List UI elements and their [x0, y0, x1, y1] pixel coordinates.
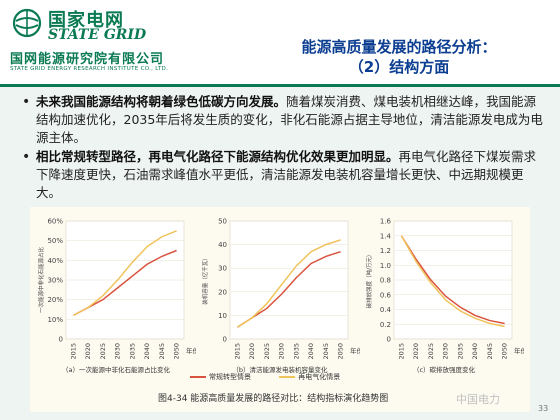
chart-carbon-intensity: 0 0.2 0.4 0.6 0.8 1.0 1.2 1.4 1.6 2015 2020 2025 203… — [365, 218, 524, 375]
y-tick-label: 30 — [218, 265, 227, 273]
y-tick-label: 20 — [218, 288, 227, 296]
x-tick-label: 2035 — [128, 343, 136, 360]
x-axis-label: 年份 — [514, 346, 524, 355]
y-axis-label: 装机容量（亿千瓦） — [201, 255, 209, 305]
y-tick-label: 50 — [218, 218, 227, 226]
y-tick-label: 0 — [387, 336, 391, 344]
series-line — [236, 239, 341, 328]
y-tick-label: 0.4 — [380, 306, 392, 314]
x-tick-label: 2045 — [158, 343, 166, 360]
y-tick-label: 10 — [218, 312, 227, 320]
y-axis-label: 一次能源中非化石能源占比 — [37, 247, 45, 314]
x-tick-label: 2045 — [486, 343, 494, 360]
institute-name-cn: 国网能源研究院有限公司 — [10, 52, 165, 67]
y-tick-label: 40 — [218, 241, 227, 249]
x-tick-label: 2040 — [143, 343, 151, 360]
x-tick-label: 2040 — [307, 343, 315, 360]
x-tick-label: 2040 — [471, 343, 479, 360]
y-tick-label: 1.2 — [380, 247, 391, 255]
slide-title-line1: 能源高质量发展的路径分析： — [301, 38, 497, 56]
y-tick-label: 0 — [59, 336, 63, 344]
chart-subtitle: （c）碳排放强度变化 — [413, 365, 476, 374]
y-tick-label: 0 — [223, 336, 227, 344]
legend-label: 再电气化情景 — [298, 373, 341, 381]
x-tick-label: 2020 — [412, 343, 420, 360]
series-line — [73, 230, 177, 317]
x-tick-label: 2030 — [278, 343, 286, 360]
y-tick-label: 10% — [47, 316, 63, 324]
y-axis-label: 碳排放强度（吨/万元） — [365, 252, 373, 309]
chart-legend: 常规转型情景 再电气化情景 — [190, 372, 366, 382]
state-grid-logo-icon — [12, 8, 42, 38]
slide-header: 国家电网 STATE GRID 国网能源研究院有限公司 STATE GRID E… — [0, 0, 560, 86]
legend-label: 常规转型情景 — [209, 373, 251, 381]
y-tick-label: 50% — [47, 237, 63, 245]
x-tick-label: 2030 — [442, 343, 450, 360]
legend-swatch — [279, 376, 296, 378]
x-tick-label: 2020 — [84, 343, 92, 360]
x-tick-label: 2025 — [263, 343, 271, 360]
chart-subtitle: （b）清洁能源发电装机容量变化 — [232, 365, 328, 374]
x-tick-label: 2050 — [337, 343, 345, 360]
x-tick-label: 2025 — [427, 343, 435, 360]
bullet-item: 相比常规转型路径，再电气化路径下能源结构优化效果更加明显。再电气化路径下煤炭需求… — [22, 148, 547, 202]
bullet-text: 再电气化路径下煤炭需求下降速度更快，石油需求峰值水平更低，清洁能源发电装机容量增… — [36, 149, 537, 200]
y-tick-label: 30% — [47, 277, 63, 285]
x-tick-label: 2025 — [99, 343, 107, 360]
y-tick-label: 1.0 — [380, 262, 391, 270]
bullet-lead: 未来我国能源结构将朝着绿色低碳方向发展。 — [36, 94, 287, 109]
chart-subtitle: （a）一次能源中非化石能源占比变化 — [62, 365, 170, 374]
y-tick-label: 20% — [47, 296, 63, 304]
chart-non-fossil-share: 0 10% 20% 30% 40% 50% 60% 2015 2020 2025 2030 2035 2… — [37, 218, 196, 375]
x-tick-label: 2015 — [397, 343, 405, 360]
watermark: 中国电力 — [456, 393, 500, 406]
bullet-text: 随着煤炭消费、煤电装机相继达峰，我国能源结构加速优化，2035年后将发生质的变化… — [36, 94, 543, 145]
header-divider — [0, 84, 560, 87]
y-tick-label: 0.8 — [380, 277, 391, 285]
x-axis-label: 年份 — [186, 346, 196, 355]
bullet-list: 未来我国能源结构将朝着绿色低碳方向发展。随着煤炭消费、煤电装机相继达峰，我国能源… — [22, 93, 547, 203]
x-tick-label: 2045 — [322, 343, 330, 360]
x-axis-label: 年份 — [350, 346, 360, 355]
series-line — [400, 235, 505, 328]
y-tick-label: 0.6 — [380, 291, 392, 299]
y-tick-label: 1.4 — [380, 232, 392, 240]
x-tick-label: 2035 — [292, 343, 300, 360]
y-tick-label: 40% — [47, 257, 63, 265]
series-line — [400, 235, 505, 325]
brand-name-en: STATE GRID — [48, 27, 147, 43]
slide-title-line2: （2）结构方面 — [348, 58, 450, 76]
y-tick-label: 60% — [47, 218, 63, 226]
brand-name-cn: 国家电网 — [48, 10, 124, 31]
x-tick-label: 2035 — [456, 343, 464, 360]
legend-swatch — [190, 376, 206, 378]
legend-item: 再电气化情景 — [279, 373, 340, 381]
bullet-lead: 相比常规转型路径，再电气化路径下能源结构优化效果更加明显。 — [36, 149, 399, 164]
x-tick-label: 2050 — [501, 343, 509, 360]
x-tick-label: 2050 — [173, 343, 181, 360]
x-tick-label: 2015 — [233, 343, 241, 360]
page-number: 33 — [538, 404, 549, 413]
figure-caption: 图4-34 能源高质量发展的路径对比：结构指标演化趋势图 — [158, 394, 389, 404]
institute-name-en: STATE GRID ENERGY RESEARCH INSTITUTE CO.… — [10, 66, 169, 72]
x-tick-label: 2020 — [248, 343, 256, 360]
x-tick-label: 2030 — [114, 343, 122, 360]
y-tick-label: 0.2 — [380, 321, 391, 329]
x-tick-label: 2015 — [69, 343, 77, 360]
y-tick-label: 1.6 — [380, 218, 392, 226]
legend-item: 常规转型情景 — [190, 373, 251, 381]
bullet-item: 未来我国能源结构将朝着绿色低碳方向发展。随着煤炭消费、煤电装机相继达峰，我国能源… — [22, 93, 547, 147]
